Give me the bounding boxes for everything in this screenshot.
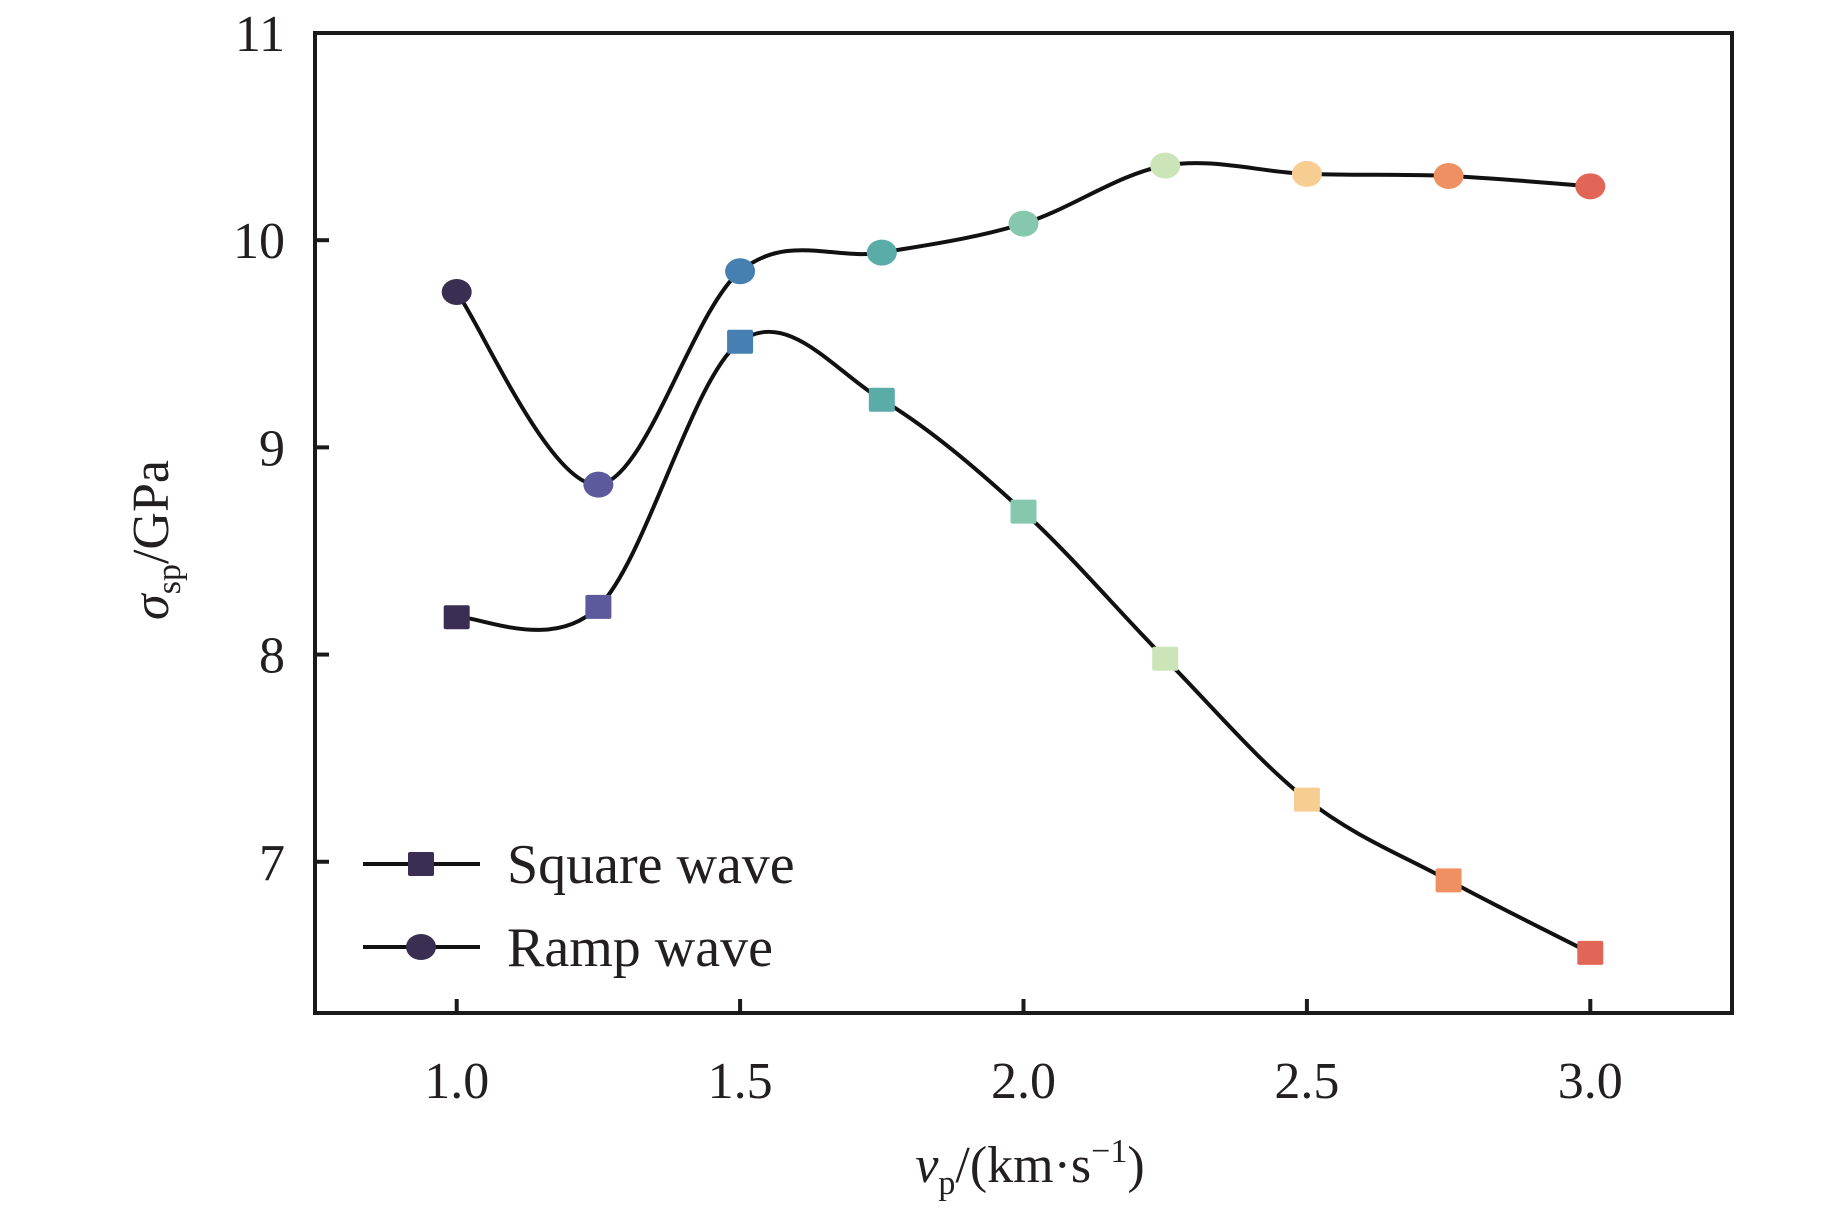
x-tick-label: 3.0 <box>1558 1053 1623 1110</box>
y-tick-label: 9 <box>259 420 285 477</box>
data-point-square <box>868 387 895 412</box>
x-axis-label-superscript: −1 <box>1091 1133 1127 1170</box>
data-point-square <box>1577 940 1604 965</box>
series-square-wave <box>443 329 1604 965</box>
data-point-circle <box>1008 210 1039 237</box>
y-axis-label: σsp/GPa <box>123 460 188 620</box>
data-point-circle <box>583 471 614 498</box>
x-tick-label: 2.0 <box>991 1053 1056 1110</box>
data-point-square <box>585 594 612 619</box>
y-axis-label-subscript: sp <box>151 564 188 594</box>
y-axis-label-symbol: σ <box>123 592 180 620</box>
y-axis-label-unit: /GPa <box>123 460 180 564</box>
data-point-square <box>443 605 470 630</box>
legend-square-icon <box>408 852 434 876</box>
data-point-circle <box>1291 160 1322 187</box>
data-point-circle <box>725 258 756 285</box>
data-point-square <box>1293 787 1320 812</box>
data-point-square <box>727 329 754 354</box>
x-axis-label-symbol: v <box>915 1137 939 1194</box>
y-tick-label: 11 <box>235 6 285 63</box>
y-tick-label: 7 <box>259 835 285 892</box>
x-tick-label: 2.5 <box>1274 1053 1339 1110</box>
data-point-square <box>1010 499 1037 524</box>
data-point-circle <box>1433 162 1464 189</box>
data-point-circle <box>1150 152 1181 179</box>
legend: Square wave Ramp wave <box>363 834 795 979</box>
x-tick-label: 1.0 <box>424 1053 489 1110</box>
y-tick-label: 8 <box>259 628 285 685</box>
series-layer <box>441 152 1606 965</box>
ticks-layer: 1.0 1.5 2.0 2.5 3.0 7 8 9 10 11 <box>233 6 1623 1110</box>
legend-item: Square wave <box>363 834 795 896</box>
series-ramp-wave <box>441 152 1606 498</box>
data-point-square <box>1435 868 1462 893</box>
legend-label: Square wave <box>507 834 795 896</box>
x-axis-label-unit: /(km·s <box>955 1137 1091 1194</box>
data-point-circle <box>1575 173 1606 200</box>
legend-circle-icon <box>406 934 436 960</box>
y-tick-label: 10 <box>233 213 285 270</box>
legend-item: Ramp wave <box>363 917 773 979</box>
x-axis-label-subscript: p <box>938 1165 955 1202</box>
data-point-circle <box>866 239 897 266</box>
data-point-square <box>1152 646 1179 671</box>
legend-label: Ramp wave <box>507 917 773 979</box>
x-tick-label: 1.5 <box>708 1053 773 1110</box>
data-point-circle <box>441 278 472 305</box>
x-axis-label: vp/(km·s−1) <box>915 1133 1144 1202</box>
x-axis-label-close: ) <box>1127 1137 1144 1194</box>
